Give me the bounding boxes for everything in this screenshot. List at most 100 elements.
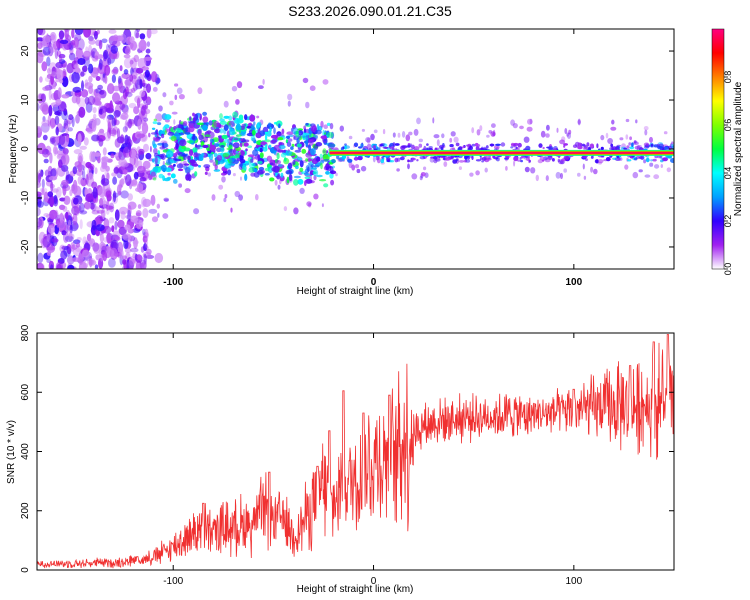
heatmap-cell (235, 99, 240, 105)
heatmap-cell (316, 156, 321, 162)
heatmap-cell (273, 127, 276, 135)
heatmap-cell (136, 133, 146, 138)
heatmap-cell (322, 148, 327, 155)
heatmap-cell (126, 260, 134, 269)
heatmap-cell (119, 114, 127, 120)
heatmap-cell (264, 131, 269, 135)
heatmap-cell (399, 156, 405, 161)
heatmap-cell (118, 206, 128, 215)
heatmap-cell (49, 195, 55, 208)
heatmap-cell (61, 110, 69, 121)
heatmap-cell (62, 43, 68, 51)
heatmap-cell (38, 173, 41, 183)
heatmap-cell (202, 111, 208, 116)
heatmap-cell (61, 153, 70, 166)
heatmap-cell (71, 95, 78, 104)
heatmap-cell (670, 158, 674, 163)
heatmap-cell (643, 145, 650, 149)
heatmap-cell (174, 158, 182, 162)
heatmap-cell (112, 130, 117, 138)
heatmap-cell (47, 114, 51, 127)
heatmap-cell (176, 87, 183, 95)
heatmap-cell (112, 92, 121, 103)
heatmap-cell (411, 173, 418, 180)
heatmap-cell (117, 219, 125, 229)
heatmap-cell (130, 247, 139, 253)
heatmap-cell (372, 145, 377, 149)
heatmap-cell (129, 255, 135, 266)
heatmap-cell (144, 228, 148, 234)
heatmap-cell (85, 174, 89, 186)
heatmap-cell (186, 172, 191, 179)
heatmap-cell (162, 92, 167, 98)
heatmap-cell (551, 158, 555, 162)
heatmap-cell (182, 121, 188, 127)
heatmap-cell (105, 205, 114, 210)
heatmap-cell (108, 29, 117, 34)
heatmap-cell (50, 102, 60, 108)
heatmap-cell (198, 154, 204, 161)
heatmap-cell (55, 186, 62, 198)
heatmap-cell (495, 143, 501, 146)
heatmap-cell (288, 174, 293, 182)
heatmap-cell (37, 262, 44, 269)
heatmap-cell (145, 152, 152, 160)
heatmap-cell (197, 87, 203, 95)
heatmap-cell (470, 155, 474, 158)
heatmap-cell (173, 119, 176, 125)
heatmap-cell (322, 158, 331, 162)
heatmap-cell (653, 174, 660, 180)
snr-series (37, 334, 674, 569)
heatmap-cell (408, 131, 413, 136)
heatmap-cell (540, 130, 546, 138)
heatmap-cell (143, 56, 153, 61)
heatmap-cell (61, 245, 69, 250)
heatmap-cell (277, 164, 283, 167)
heatmap-cell (274, 179, 278, 186)
heatmap-cell (196, 122, 204, 126)
heatmap-cell (136, 254, 142, 260)
heatmap-cell (247, 145, 253, 148)
heatmap-cell (555, 171, 561, 179)
heatmap-cell (235, 123, 241, 131)
heatmap-cell (94, 55, 99, 60)
heatmap-cell (229, 157, 235, 164)
heatmap-cell (389, 160, 395, 163)
heatmap-cell (98, 138, 104, 147)
heatmap-cell (84, 82, 94, 90)
heatmap-cell (91, 181, 98, 189)
heatmap-cell (124, 134, 129, 145)
heatmap-cell (245, 148, 248, 152)
heatmap-cell (202, 144, 209, 149)
heatmap-cell (633, 140, 637, 144)
heatmap-cell (649, 162, 654, 167)
heatmap-cell (41, 104, 50, 115)
heatmap-cell (563, 168, 567, 173)
heatmap-cell (259, 130, 265, 137)
heatmap-cell (107, 57, 112, 66)
heatmap-cell (633, 157, 638, 161)
heatmap-cell (381, 156, 384, 159)
heatmap-cell (505, 166, 508, 171)
heatmap-cell (529, 118, 533, 125)
heatmap-cell (643, 159, 647, 164)
heatmap-cell (80, 89, 89, 98)
heatmap-cell (202, 116, 209, 123)
heatmap-cell (397, 132, 401, 138)
colorbar-tick-label: 0.2 (723, 215, 733, 228)
heatmap-cell (313, 193, 319, 200)
snr-xtick-label: 0 (371, 576, 377, 587)
heatmap-cell (99, 232, 104, 243)
heatmap-cell (116, 128, 121, 140)
heatmap-cell (236, 134, 242, 137)
heatmap-cell (101, 38, 108, 44)
heatmap-cell (563, 145, 566, 148)
heatmap-cell (629, 146, 635, 150)
heatmap-cell (202, 124, 208, 131)
heatmap-cell (55, 126, 59, 136)
heatmap-cell (122, 169, 128, 175)
heatmap-cell (301, 148, 307, 154)
heatmap-cell (116, 184, 122, 196)
heatmap-cell (65, 125, 69, 134)
